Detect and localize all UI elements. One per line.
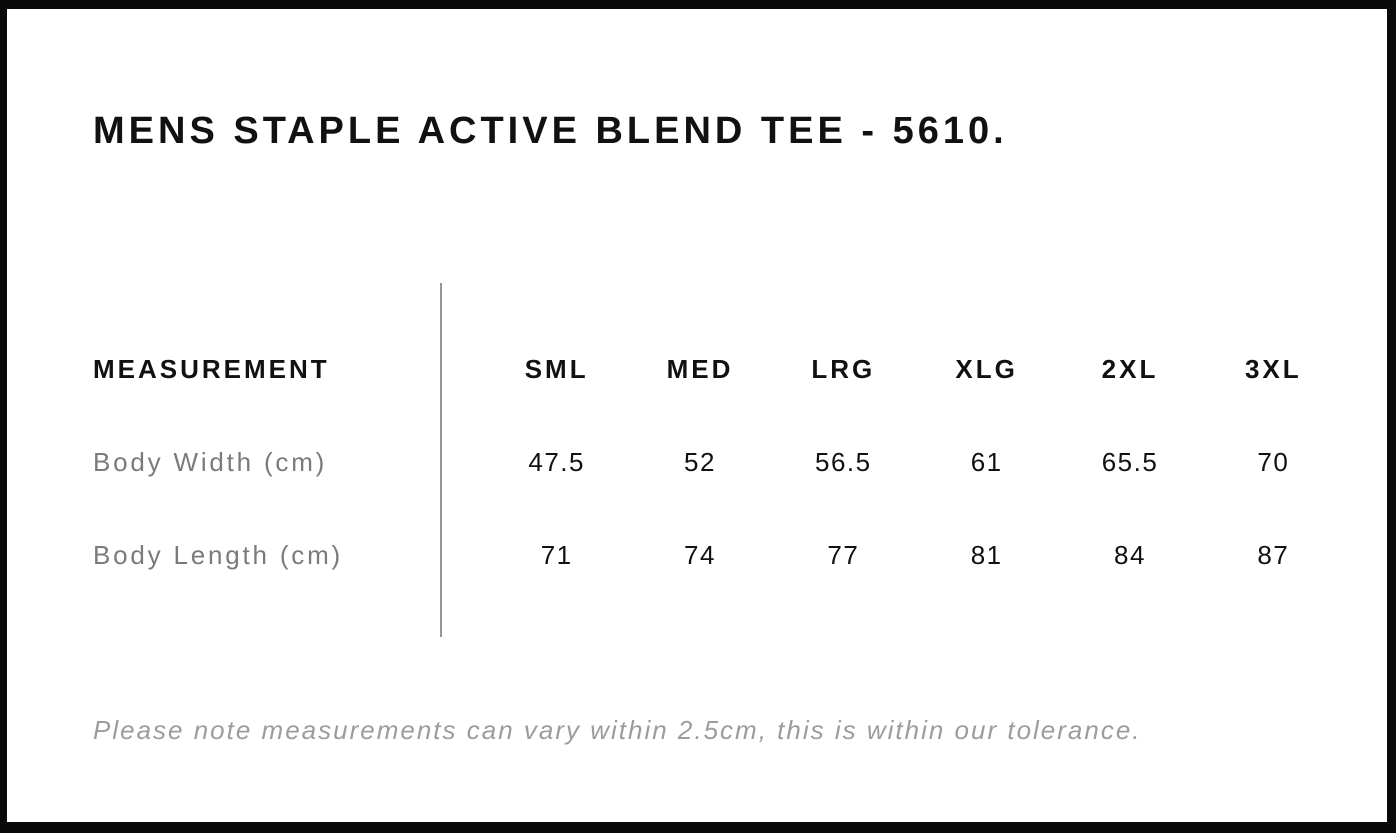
column-header-sml: SML	[524, 354, 589, 384]
body-width-value-sml: 47.5	[528, 447, 585, 477]
body-length-value-xlg: 81	[970, 540, 1003, 570]
table-row-body-width: Body Width (cm) 47.5 52 56.5 61 65.5 70	[93, 416, 1345, 509]
row-label-body-length: Body Length (cm)	[93, 540, 344, 570]
body-width-value-2xl: 65.5	[1101, 447, 1159, 477]
column-header-lrg: LRG	[811, 354, 876, 384]
label-column-divider-line	[440, 283, 442, 637]
table-row-body-length: Body Length (cm) 71 74 77 81 84 87	[93, 509, 1345, 602]
body-width-value-xlg: 61	[970, 447, 1003, 477]
size-chart-table: MEASUREMENT SML MED LRG XLG 2XL 3XL Body…	[93, 323, 1345, 602]
page-title: MENS STAPLE ACTIVE BLEND TEE - 5610.	[93, 110, 1008, 152]
column-header-2xl: 2XL	[1101, 354, 1159, 384]
body-length-value-3xl: 87	[1257, 540, 1290, 570]
tolerance-note: Please note measurements can vary within…	[93, 715, 1142, 745]
column-header-xlg: XLG	[955, 354, 1018, 384]
column-header-3xl: 3XL	[1244, 354, 1302, 384]
body-width-value-lrg: 56.5	[815, 447, 872, 477]
body-width-value-3xl: 70	[1257, 447, 1290, 477]
column-header-med: MED	[666, 354, 734, 384]
body-width-value-med: 52	[684, 447, 716, 477]
body-length-value-med: 74	[684, 540, 716, 570]
column-header-measurement: MEASUREMENT	[93, 354, 330, 384]
body-length-value-2xl: 84	[1114, 540, 1146, 570]
row-label-body-width: Body Width (cm)	[93, 447, 328, 477]
size-chart-header-row: MEASUREMENT SML MED LRG XLG 2XL 3XL	[93, 323, 1345, 416]
body-length-value-sml: 71	[540, 540, 573, 570]
body-length-value-lrg: 77	[827, 540, 860, 570]
